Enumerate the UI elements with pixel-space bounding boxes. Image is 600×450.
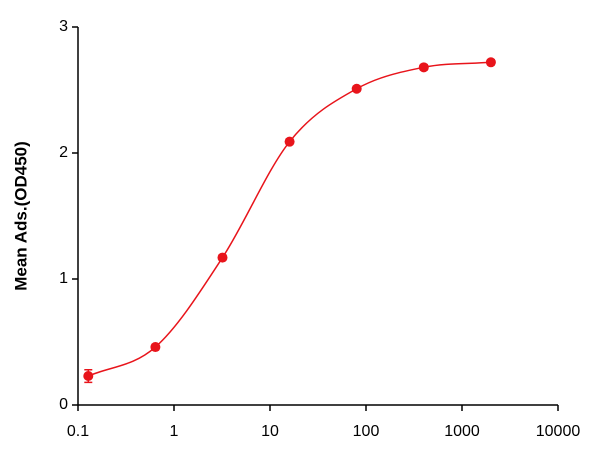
- x-tick-label: 10000: [536, 423, 581, 440]
- y-tick-label: 0: [59, 396, 68, 413]
- x-tick-label: 100: [353, 423, 380, 440]
- data-point: [83, 371, 94, 382]
- data-point: [150, 342, 161, 353]
- x-tick-label: 10: [261, 423, 279, 440]
- data-point: [284, 136, 295, 147]
- data-point: [351, 83, 362, 94]
- data-point: [485, 57, 496, 68]
- fit-curve: [87, 61, 491, 377]
- x-tick-label: 0.1: [67, 423, 89, 440]
- data-point: [418, 62, 429, 73]
- y-tick-label: 2: [59, 144, 68, 161]
- x-tick-label: 1: [170, 423, 179, 440]
- data-point: [217, 252, 228, 263]
- y-axis-label: Mean Ads.(OD450): [11, 141, 30, 291]
- y-tick-label: 3: [59, 18, 68, 35]
- y-tick-label: 1: [59, 270, 68, 287]
- x-tick-label: 1000: [444, 423, 480, 440]
